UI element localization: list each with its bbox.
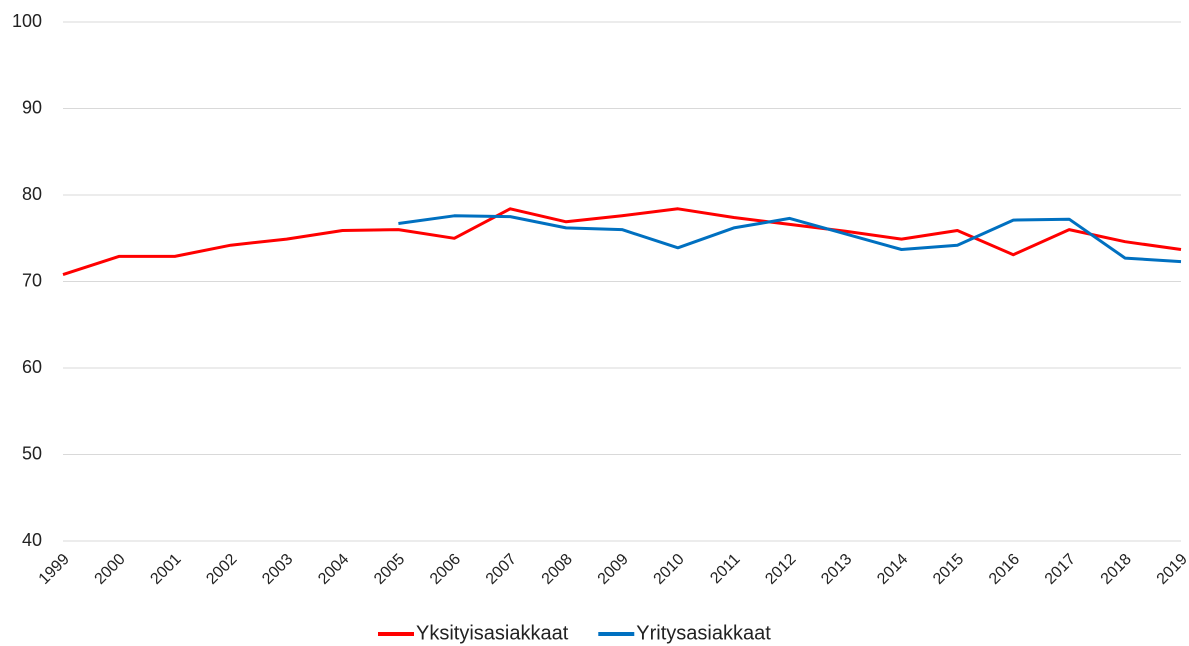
x-tick-label: 2007	[483, 551, 520, 588]
x-tick-label: 2003	[259, 551, 296, 588]
x-tick-label: 2014	[874, 551, 911, 588]
y-tick-label: 70	[22, 270, 42, 290]
x-tick-label: 2010	[651, 551, 688, 588]
x-tick-label: 2013	[818, 551, 855, 588]
legend-label: Yritysasiakkaat	[636, 622, 771, 644]
y-tick-label: 50	[22, 443, 42, 463]
y-tick-label: 90	[22, 97, 42, 117]
x-tick-label: 2012	[762, 551, 799, 588]
x-tick-label: 2006	[427, 551, 464, 588]
series-line	[62, 207, 1182, 277]
legend-label: Yksityisasiakkaat	[416, 622, 569, 644]
x-tick-label: 2019	[1154, 551, 1189, 588]
x-tick-label: 2015	[930, 551, 967, 588]
y-tick-label: 60	[22, 357, 42, 377]
x-tick-label: 2001	[147, 551, 184, 588]
y-tick-label: 80	[22, 184, 42, 204]
x-tick-label: 2009	[595, 551, 632, 588]
x-tick-label: 2004	[315, 551, 352, 588]
y-tick-label: 100	[12, 11, 42, 31]
x-tick-label: 2017	[1042, 551, 1079, 588]
x-tick-label: 2000	[92, 551, 129, 588]
x-tick-label: 2016	[986, 551, 1023, 588]
x-tick-label: 1999	[36, 551, 73, 588]
x-tick-label: 2008	[539, 551, 576, 588]
y-tick-label: 40	[22, 530, 42, 550]
x-tick-label: 2005	[371, 551, 408, 588]
x-tick-label: 2018	[1098, 551, 1135, 588]
x-tick-label: 2002	[203, 551, 240, 588]
series-line	[398, 214, 1182, 264]
x-tick-label: 2011	[707, 551, 743, 587]
